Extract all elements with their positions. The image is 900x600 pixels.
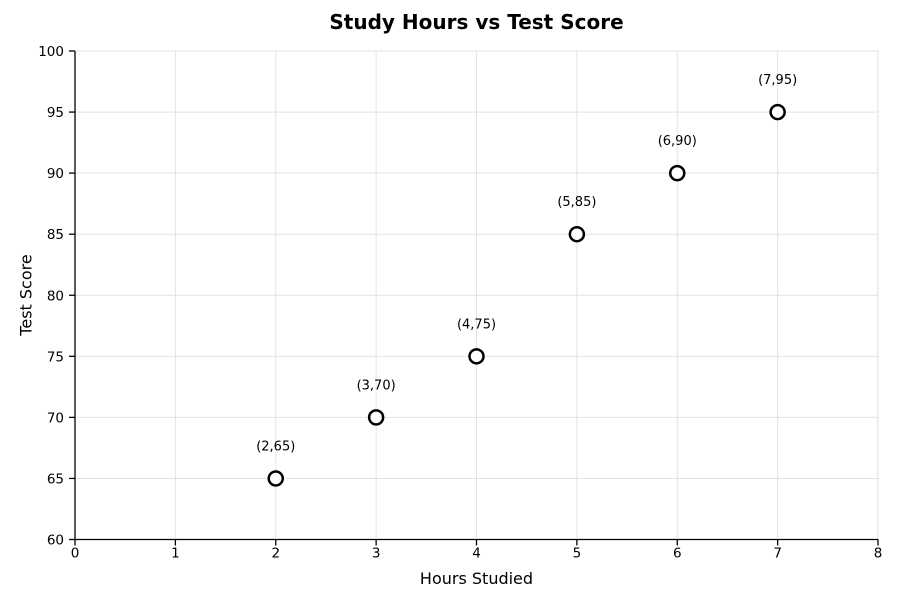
x-tick-label: 7 [773,546,782,562]
x-axis-label: Hours Studied [419,569,534,588]
y-tick-label: 100 [38,44,64,60]
x-tick-label: 5 [573,546,582,562]
y-axis-label: Test Score [16,254,36,336]
data-point-annotation: (2,65) [256,439,295,454]
y-tick-label: 85 [47,227,64,243]
data-point [568,225,586,243]
x-tick-label: 6 [673,546,682,562]
x-tick-label: 8 [874,546,883,562]
data-point [669,164,686,182]
y-tick-label: 95 [47,105,64,121]
data-point [367,409,385,426]
data-point [769,103,786,121]
y-tick-label: 60 [47,533,64,549]
data-point-annotation: (5,85) [557,195,596,210]
data-point [267,470,284,487]
x-tick-label: 2 [271,546,280,562]
y-tick-label: 80 [47,288,64,304]
chart-title: Study Hours vs Test Score [329,10,624,34]
data-point [468,348,485,365]
data-point-annotation: (4,75) [457,317,496,332]
y-tick-label: 90 [47,166,64,182]
y-tick-label: 65 [47,471,64,487]
y-tick-label: 70 [47,410,64,426]
x-tick-label: 3 [372,546,381,562]
x-tick-label: 4 [472,546,481,562]
data-point-annotation: (6,90) [658,134,697,149]
x-tick-label: 1 [171,546,180,562]
y-tick-label: 75 [47,349,64,365]
x-tick-label: 0 [71,546,80,562]
data-point-annotation: (3,70) [357,378,396,393]
data-point-annotation: (7,95) [758,73,797,88]
